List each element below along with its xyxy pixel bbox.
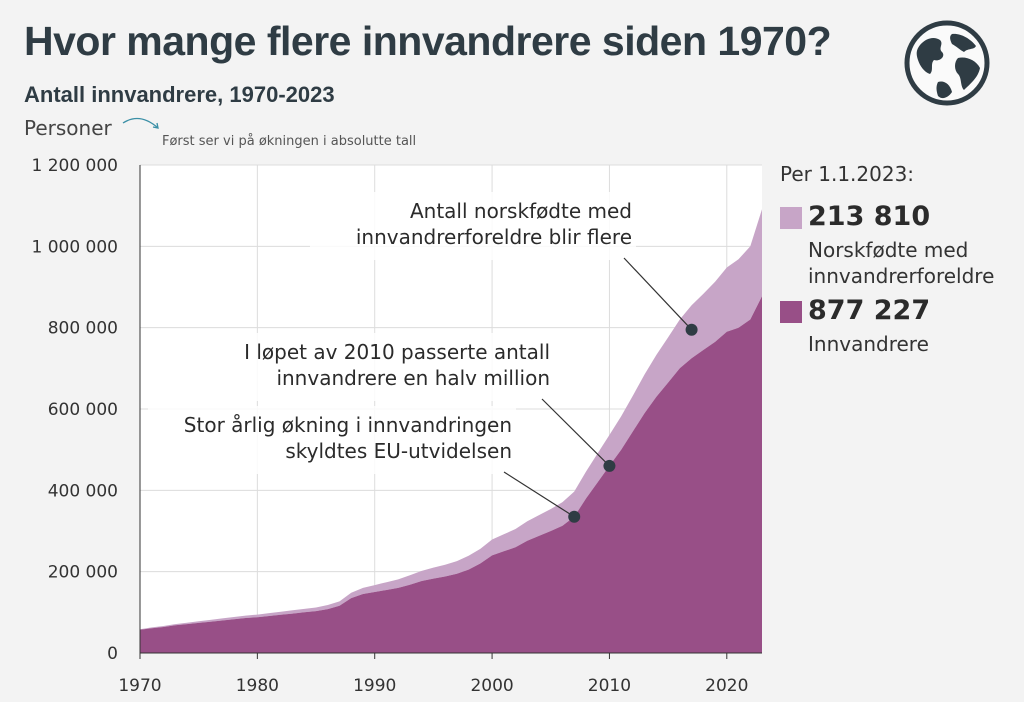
annotations: Antall norskfødte medinnvandrerforeldre … [148, 192, 698, 523]
area-innvandrere [140, 296, 762, 653]
y-tick-label: 1 200 000 [31, 156, 118, 176]
area-norskfodte [140, 209, 762, 630]
chart-subtitle: Antall innvandrere, 1970-2023 [24, 82, 335, 107]
x-tick-label: 1990 [353, 676, 396, 696]
annotation-text: I løpet av 2010 passerte antall [244, 340, 550, 364]
legend-swatch-norskfodte [780, 207, 802, 229]
annotation-leader-line [623, 257, 693, 331]
annotation-text: Stor årlig økning i innvandringen [184, 413, 512, 437]
hint-text: Først ser vi på økningen i absolutte tal… [162, 134, 417, 149]
y-tick-label: 800 000 [48, 319, 118, 339]
annotation-marker [568, 510, 581, 523]
y-tick-label: 400 000 [48, 481, 118, 501]
annotation-leader-line [503, 471, 575, 518]
y-axis-unit-label: Personer [24, 116, 112, 140]
x-tick-label: 1980 [236, 676, 279, 696]
legend-value-innvandrere: 877 227 [808, 295, 931, 326]
hint-arrow-icon [122, 117, 159, 129]
annotation-box [148, 406, 516, 474]
legend-swatch-innvandrere [780, 301, 802, 323]
annotation-text: innvandrerforeldre blir flere [356, 225, 632, 249]
annotation-leader-line [541, 398, 610, 467]
annotation-text: Antall norskfødte med [410, 199, 632, 223]
legend-heading: Per 1.1.2023: [780, 162, 915, 186]
x-tick-label: 1970 [118, 676, 161, 696]
axes: 0 200 000 400 000 600 000 800 000 1 000 000 1 … [31, 156, 762, 696]
x-tick-label: 2000 [470, 676, 513, 696]
chart-title: Hvor mange flere innvandrere siden 1970? [24, 18, 832, 64]
globe-icon [904, 20, 990, 106]
legend-label-norskfodte: Norskfødte med innvandrerforeldre [808, 238, 995, 288]
annotation-marker [685, 323, 698, 336]
annotation-box [310, 192, 636, 260]
annotation-text: innvandrere en halv million [276, 366, 550, 390]
y-tick-label: 600 000 [48, 400, 118, 420]
legend-value-norskfodte: 213 810 [808, 201, 931, 232]
y-tick-label: 0 [107, 644, 118, 664]
legend-label-innvandrere: Innvandrere [808, 332, 929, 356]
annotation-text: skyldtes EU-utvidelsen [285, 439, 512, 463]
area-series [140, 209, 762, 653]
y-tick-label: 1 000 000 [31, 237, 118, 257]
annotation-box [204, 333, 554, 401]
annotation-marker [603, 459, 616, 472]
x-tick-label: 2020 [705, 676, 748, 696]
y-tick-label: 200 000 [48, 563, 118, 583]
x-tick-label: 2010 [588, 676, 631, 696]
